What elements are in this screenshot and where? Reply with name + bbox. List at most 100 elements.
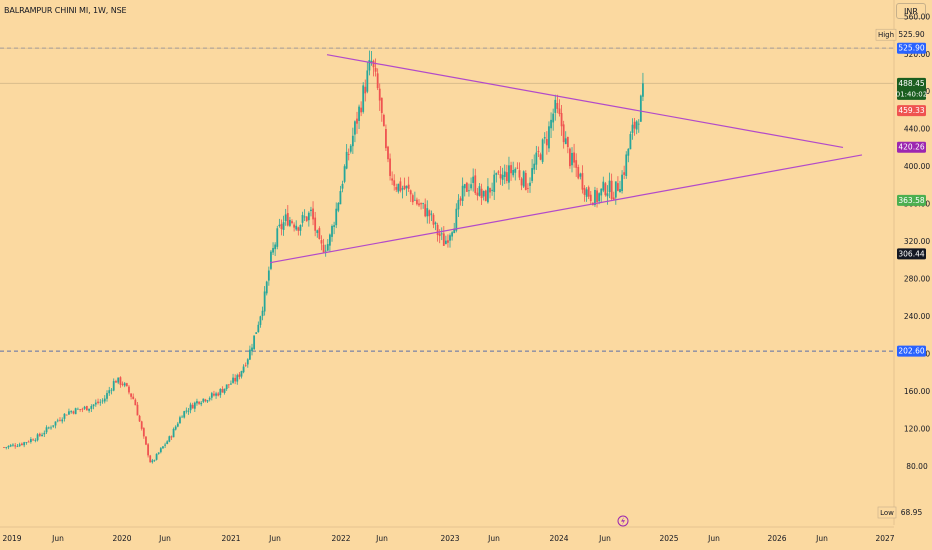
candle-body bbox=[108, 390, 111, 394]
candle-body bbox=[223, 388, 226, 393]
candle-body bbox=[510, 165, 512, 174]
time-tick-label: Jun bbox=[487, 534, 500, 543]
candle-body bbox=[314, 217, 317, 231]
candle-body bbox=[110, 389, 113, 391]
price-tag-value: 420.26 bbox=[898, 143, 924, 152]
candle-body bbox=[432, 214, 435, 225]
candle-body bbox=[36, 434, 39, 441]
candle-body bbox=[63, 413, 66, 419]
candle-body bbox=[468, 190, 470, 192]
price-tag-countdown: 01:40:02 bbox=[896, 90, 927, 98]
candle-body bbox=[166, 441, 169, 445]
time-tick-label: Jun bbox=[268, 534, 281, 543]
high-label-box bbox=[875, 28, 897, 41]
candle-body bbox=[278, 224, 281, 227]
candle-body bbox=[366, 70, 369, 92]
candle-body bbox=[583, 187, 586, 195]
candle-body bbox=[598, 193, 601, 202]
price-tag-value: 306.44 bbox=[898, 249, 924, 258]
high-label: High bbox=[878, 31, 894, 39]
lightning-icon-ring bbox=[617, 515, 629, 527]
time-tick-label: 2020 bbox=[112, 534, 131, 543]
price-tag: 459.33 bbox=[897, 105, 926, 117]
candle-body bbox=[142, 428, 145, 437]
candle-body bbox=[130, 393, 132, 397]
candle-body bbox=[524, 173, 527, 190]
price-tag-bg bbox=[897, 345, 926, 357]
price-tick-label: 560.00 bbox=[904, 12, 930, 21]
candle-body bbox=[360, 107, 363, 113]
candle-body bbox=[97, 401, 99, 404]
candle-body bbox=[21, 443, 23, 446]
candle-body bbox=[155, 453, 158, 460]
candle-body bbox=[550, 119, 552, 129]
candle-body bbox=[123, 383, 126, 386]
candle-body bbox=[41, 434, 43, 437]
price-tick-label: 240.00 bbox=[904, 312, 930, 321]
candle-body bbox=[548, 126, 550, 149]
candle-body bbox=[389, 158, 391, 176]
candle-body bbox=[50, 427, 52, 429]
price-tag-value: 363.58 bbox=[898, 196, 924, 205]
candle-body bbox=[297, 227, 300, 231]
candle-body bbox=[594, 189, 596, 206]
candle-body bbox=[424, 204, 427, 217]
time-tick-label: 2022 bbox=[331, 534, 350, 543]
candle-body bbox=[288, 219, 291, 226]
candle-body bbox=[7, 445, 10, 448]
candles bbox=[3, 50, 644, 464]
candle-body bbox=[238, 374, 241, 377]
candle-body bbox=[76, 408, 79, 410]
candle-body bbox=[581, 173, 584, 190]
candle-body bbox=[263, 291, 266, 312]
candle-body bbox=[267, 270, 270, 281]
candle-body bbox=[430, 213, 433, 215]
candle-body bbox=[324, 250, 327, 252]
candle-body bbox=[72, 411, 75, 414]
candle-body bbox=[362, 85, 365, 112]
candle-body bbox=[614, 181, 617, 198]
candle-body bbox=[493, 174, 496, 192]
candle-body bbox=[529, 182, 531, 186]
price-tag-value: 488.45 bbox=[898, 79, 924, 88]
candle-body bbox=[541, 139, 544, 162]
candle-body bbox=[329, 234, 331, 246]
price-tick-label: 520.00 bbox=[904, 50, 930, 59]
candle-body bbox=[90, 406, 93, 409]
candle-body bbox=[5, 447, 8, 448]
candle-body bbox=[399, 181, 402, 191]
candle-body bbox=[253, 335, 256, 350]
currency-button[interactable]: INR bbox=[896, 3, 926, 19]
candle-body bbox=[61, 419, 64, 422]
candle-body bbox=[151, 460, 154, 463]
candle-body bbox=[459, 198, 462, 201]
candle-body bbox=[552, 113, 555, 123]
candle-body bbox=[356, 118, 358, 124]
candle-body bbox=[16, 446, 19, 448]
candle-body bbox=[88, 408, 90, 411]
price-tag-bg bbox=[897, 105, 926, 117]
candle-body bbox=[428, 210, 431, 217]
candle-body bbox=[257, 324, 260, 333]
candle-body bbox=[337, 203, 340, 211]
time-tick-label: 2019 bbox=[2, 534, 21, 543]
candle-body bbox=[354, 121, 356, 135]
candle-body bbox=[191, 404, 194, 409]
candle-body bbox=[286, 213, 289, 226]
candle-body bbox=[193, 402, 196, 409]
candle-body bbox=[284, 214, 287, 222]
candle-body bbox=[145, 436, 147, 445]
candle-body bbox=[187, 410, 190, 412]
candle-body bbox=[322, 244, 325, 253]
candle-body bbox=[587, 187, 590, 197]
candle-body bbox=[518, 170, 521, 178]
candle-body bbox=[34, 439, 37, 441]
chart-title: BALRAMPUR CHINI MI, 1W, NSE bbox=[4, 6, 127, 15]
candle-body bbox=[564, 138, 567, 145]
upper-trendline bbox=[326, 54, 844, 149]
candle-body bbox=[221, 389, 224, 393]
candle-body bbox=[474, 175, 477, 194]
candle-body bbox=[585, 189, 588, 197]
candle-body bbox=[255, 332, 258, 334]
